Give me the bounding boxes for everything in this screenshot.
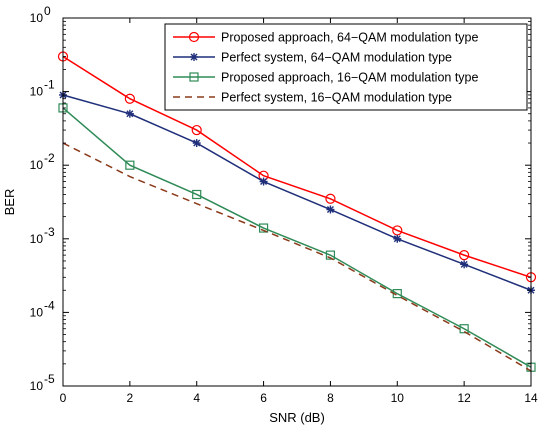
- y-tick-label: 10: [30, 158, 44, 172]
- y-tick-label-exponent: -5: [44, 372, 55, 386]
- series-line: [62, 94, 532, 291]
- y-tick-label-exponent: 0: [44, 4, 51, 18]
- legend-marker: [188, 31, 200, 43]
- data-point: [191, 124, 202, 136]
- series-line: [62, 142, 532, 372]
- data-point: [192, 189, 202, 200]
- y-tick-label: 10: [30, 379, 44, 393]
- x-tick-label: 10: [391, 391, 405, 405]
- data-point: [393, 234, 402, 243]
- y-tick-label-exponent: -2: [44, 151, 55, 165]
- x-tick-label: 14: [524, 391, 538, 405]
- data-point: [124, 93, 135, 104]
- data-point: [258, 223, 269, 233]
- x-tick-label: 2: [127, 391, 134, 405]
- x-tick-label: 8: [327, 391, 334, 405]
- y-tick-label: 10: [30, 85, 44, 99]
- series-4: [62, 142, 532, 372]
- data-point: [259, 177, 268, 186]
- legend-box: [164, 23, 528, 111]
- x-tick-label: 0: [60, 391, 67, 405]
- legend-marker: [189, 72, 199, 82]
- y-tick-label: 10: [30, 232, 44, 246]
- data-point: [192, 139, 201, 148]
- y-tick-label-exponent: -4: [44, 298, 55, 312]
- data-point: [125, 160, 135, 170]
- data-point: [459, 250, 470, 261]
- legend-entry: Proposed approach, 16−QAM modulation typ…: [173, 71, 479, 85]
- x-tick-label: 6: [260, 391, 267, 405]
- legend-marker: [190, 53, 198, 61]
- y-tick-label-exponent: -1: [44, 78, 55, 92]
- y-tick-label: 10: [30, 11, 44, 25]
- x-axis-label: SNR (dB): [269, 410, 325, 425]
- x-tick-label: 4: [193, 391, 200, 405]
- legend-entry: Perfect system, 64−QAM modulation type: [173, 51, 452, 65]
- plot-frame: [62, 17, 532, 387]
- legend: Proposed approach, 64−QAM modulation typ…: [164, 23, 528, 111]
- series-line: [62, 107, 532, 368]
- x-tick-label: 12: [457, 391, 471, 405]
- y-tick-label: 10: [30, 305, 44, 319]
- series-2: [59, 90, 535, 295]
- y-tick-label-exponent: -3: [44, 225, 55, 239]
- data-point: [459, 324, 469, 334]
- legend-label: Perfect system, 64−QAM modulation type: [221, 51, 452, 65]
- data-point: [125, 109, 134, 118]
- legend-label: Proposed approach, 64−QAM modulation typ…: [221, 31, 479, 45]
- legend-label: Perfect system, 16−QAM modulation type: [221, 91, 452, 105]
- legend-entry: Proposed approach, 64−QAM modulation typ…: [173, 31, 479, 45]
- data-point: [325, 250, 336, 260]
- y-axis-label: BER: [2, 189, 17, 216]
- data-point: [325, 193, 336, 204]
- legend-entry: Perfect system, 16−QAM modulation type: [173, 91, 452, 105]
- series-line: [62, 55, 532, 278]
- data-point: [326, 205, 335, 214]
- data-point: [460, 260, 469, 269]
- legend-label: Proposed approach, 16−QAM modulation typ…: [221, 71, 479, 85]
